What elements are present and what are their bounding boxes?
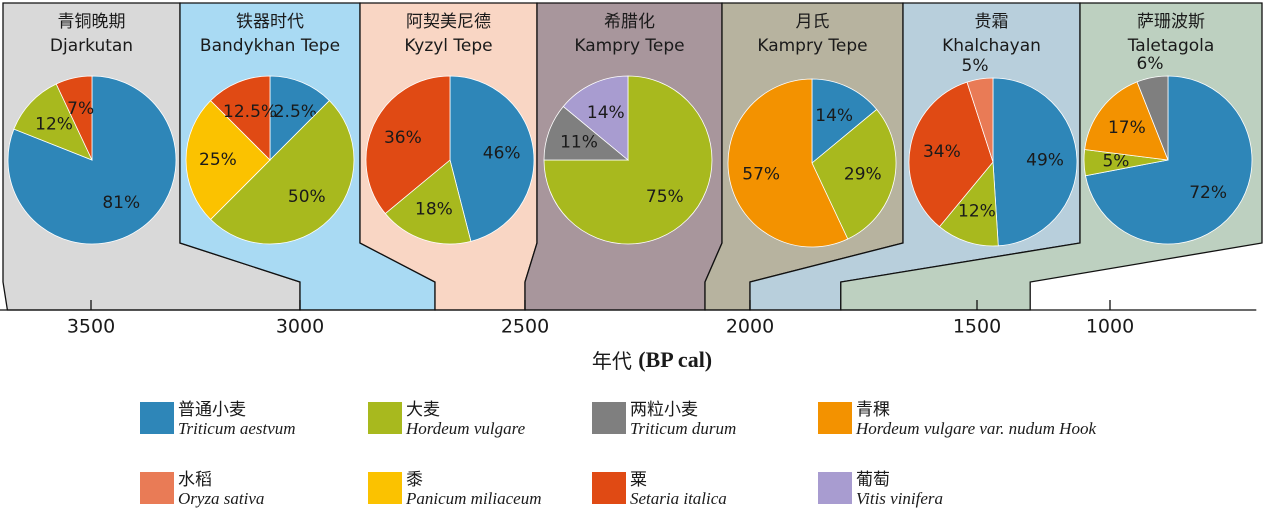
pie-slice [210,75,271,161]
pie-slice [365,75,451,215]
legend-name: 粟 [630,470,647,489]
pie-label: 57% [742,164,780,184]
x-tick-label: 2500 [501,316,549,338]
pie-slice [543,75,713,245]
legend-name: 葡萄 [856,470,890,489]
pie-label: 50% [288,187,326,207]
pie-label: 46% [483,143,521,163]
legend-swatch [368,402,402,434]
pie-slice [938,160,999,247]
legend-swatch [592,402,626,434]
pie-slice [562,75,629,161]
legend-latin: Panicum miliaceum [405,489,542,508]
legend-swatch [592,472,626,504]
legend-latin: Hordeum vulgare var. nudum Hook [855,419,1096,438]
pie-subtitle: Djarkutan [50,36,133,56]
pie-label: 14% [587,103,625,123]
pie-slice [811,78,878,164]
pie-slice [992,77,1078,247]
legend-latin: Setaria italica [630,489,727,508]
pie-label: 17% [1108,118,1146,138]
legend-latin: Vitis vinifera [856,489,943,508]
pie-label: 29% [844,164,882,184]
pie-slice [384,159,472,245]
pie-slice [1085,75,1253,245]
pie-label: 12.5% [263,102,317,122]
pie-title: 贵霜 [975,12,1009,32]
x-tick-label: 3500 [67,316,115,338]
pie-subtitle: Bandykhan Tepe [200,36,340,56]
pie-subtitle: Kyzyl Tepe [404,36,492,56]
legend-swatch [818,402,852,434]
pie-label: 25% [199,150,237,170]
pie-slice [55,75,93,161]
pie-label: 7% [67,99,94,119]
legend-swatch [818,472,852,504]
pie-label: 12% [958,202,996,222]
pie-subtitle: Khalchayan [942,36,1041,56]
pie-label: 5% [1102,152,1129,172]
pie-label: 72% [1189,183,1227,203]
pie-title: 希腊化 [604,12,655,32]
x-tick-label: 1500 [953,316,1001,338]
legend-name: 普通小麦 [178,400,246,419]
pie-slice [1136,75,1169,161]
pie-label: 81% [102,193,140,213]
pie-label: 49% [1026,150,1064,170]
pie-subtitle: Kampry Tepe [757,36,867,56]
x-tick-label: 3000 [276,316,324,338]
legend-swatch [368,472,402,504]
pie-slice [966,77,994,163]
pie-slice [269,75,330,161]
pie-slice [449,75,535,242]
pie-slice [908,81,994,228]
x-axis-label: 年代 (BP cal) [592,347,712,372]
legend-latin: Triticum aestvum [178,419,296,438]
legend-latin: Oryza sativa [178,489,264,508]
pie-subtitle: Kampry Tepe [574,36,684,56]
pie-title: 月氏 [796,12,830,32]
pie-title: 青铜晚期 [58,12,126,32]
pie-slice [1084,81,1169,161]
pie-label: 18% [415,200,453,220]
x-tick-label: 1000 [1086,316,1134,338]
pie-subtitle: Taletagola [1127,36,1215,56]
pie-label: 12% [35,114,73,134]
legend-name: 两粒小麦 [630,400,698,419]
pie-slice [185,100,271,220]
x-axis-label-text: 年代 [592,349,632,373]
legend-latin: Hordeum vulgare [405,419,526,438]
legend-name: 黍 [406,470,423,489]
pie-label: 34% [923,142,961,162]
legend-swatch [140,472,174,504]
pie-slice [727,78,849,248]
x-axis-label-unit: (BP cal) [638,347,712,372]
pie-label: 14% [815,106,853,126]
pie-label: 5% [962,56,989,76]
pie-slice [13,83,93,161]
legend-name: 青稞 [856,400,890,419]
legend-name: 大麦 [406,400,440,419]
pie-slice [7,75,177,245]
legend-swatch [140,402,174,434]
pie-label: 36% [384,128,422,148]
pie-label: 6% [1137,54,1164,74]
pie-label: 12.5% [223,102,277,122]
pie-title: 阿契美尼德 [406,12,491,32]
pie-title: 铁器时代 [236,12,304,32]
x-tick-label: 2000 [726,316,774,338]
pie-label: 11% [560,132,598,152]
pie-slice [210,100,355,245]
pie-slice [811,108,897,240]
pie-label: 75% [646,187,684,207]
legend-latin: Triticum durum [630,419,736,438]
legend-name: 水稻 [178,470,212,489]
pie-title: 萨珊波斯 [1137,12,1205,32]
